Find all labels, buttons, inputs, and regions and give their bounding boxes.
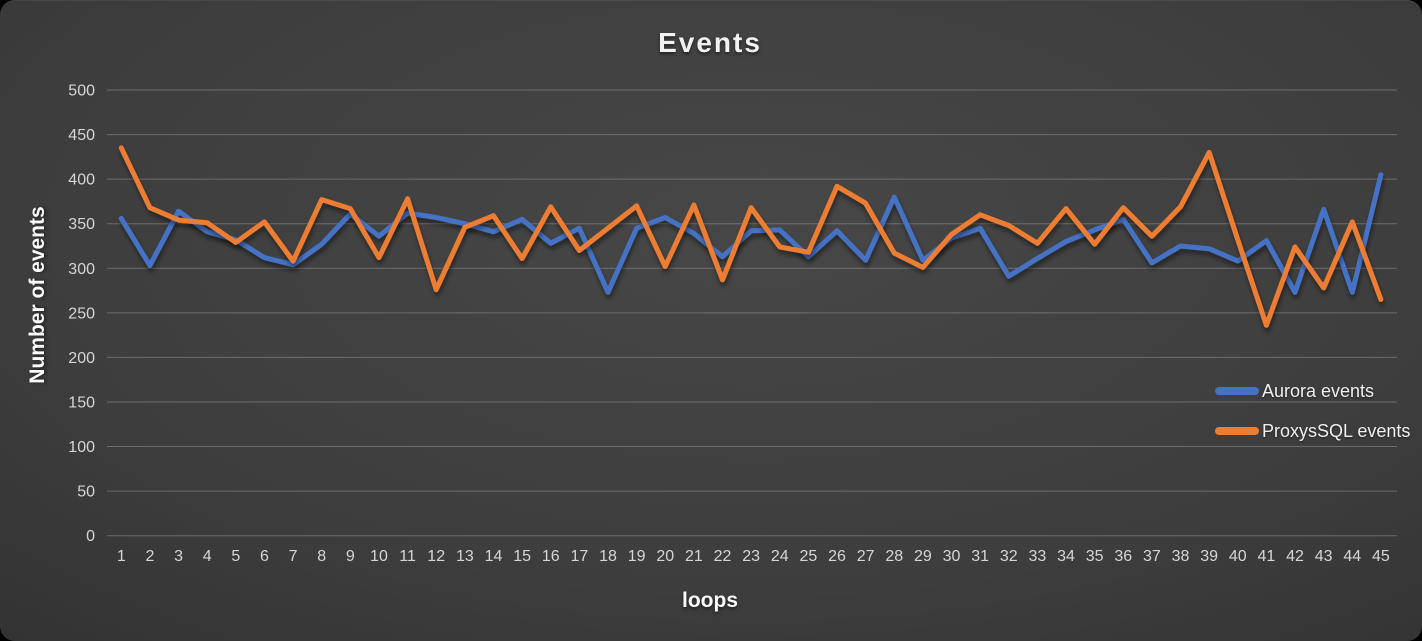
y-tick-label: 350 bbox=[68, 216, 95, 233]
y-tick-label: 300 bbox=[68, 261, 95, 278]
x-tick-label: 34 bbox=[1057, 548, 1075, 565]
x-tick-label: 21 bbox=[685, 548, 703, 565]
x-tick-label: 22 bbox=[714, 548, 732, 565]
legend-item-proxyssql-events: ProxysSQL events bbox=[1215, 420, 1410, 442]
x-tick-label: 12 bbox=[427, 548, 445, 565]
x-tick-label: 24 bbox=[771, 548, 789, 565]
legend-label: ProxysSQL events bbox=[1262, 420, 1411, 441]
x-tick-label: 8 bbox=[317, 548, 326, 565]
x-tick-label: 9 bbox=[346, 548, 355, 565]
x-tick-label: 18 bbox=[599, 548, 617, 565]
chart-title: Events bbox=[658, 27, 762, 58]
x-tick-label: 19 bbox=[628, 548, 646, 565]
y-tick-label: 100 bbox=[68, 439, 95, 456]
x-tick-label: 45 bbox=[1372, 548, 1390, 565]
legend-swatch-aurora-events bbox=[1215, 387, 1259, 395]
x-tick-label: 13 bbox=[456, 548, 474, 565]
x-tick-label: 40 bbox=[1229, 548, 1247, 565]
x-tick-label: 30 bbox=[943, 548, 961, 565]
x-tick-label: 33 bbox=[1028, 548, 1046, 565]
y-tick-label: 450 bbox=[68, 127, 95, 144]
x-tick-label: 25 bbox=[799, 548, 817, 565]
x-tick-label: 28 bbox=[885, 548, 903, 565]
x-tick-label: 3 bbox=[174, 548, 183, 565]
x-tick-label: 4 bbox=[203, 548, 212, 565]
x-tick-label: 20 bbox=[656, 548, 674, 565]
legend-swatch-proxyssql-events bbox=[1215, 427, 1259, 435]
legend-label: Aurora events bbox=[1262, 380, 1375, 401]
x-tick-label: 36 bbox=[1114, 548, 1132, 565]
x-tick-label: 29 bbox=[914, 548, 932, 565]
x-tick-label: 17 bbox=[570, 548, 588, 565]
x-tick-label: 38 bbox=[1172, 548, 1190, 565]
x-tick-label: 26 bbox=[828, 548, 846, 565]
y-tick-label: 400 bbox=[68, 172, 95, 189]
x-tick-label: 6 bbox=[260, 548, 269, 565]
series-line-proxyssql-events bbox=[118, 145, 1384, 328]
x-tick-label: 43 bbox=[1315, 548, 1333, 565]
x-tick-label: 2 bbox=[145, 548, 154, 565]
x-tick-label: 32 bbox=[1000, 548, 1018, 565]
x-tick-label: 35 bbox=[1086, 548, 1104, 565]
x-tick-label: 7 bbox=[289, 548, 298, 565]
y-tick-label: 50 bbox=[77, 484, 95, 501]
x-tick-label: 44 bbox=[1343, 548, 1361, 565]
y-tick-label: 150 bbox=[68, 394, 95, 411]
y-tick-label: 0 bbox=[86, 528, 95, 545]
x-tick-label: 27 bbox=[857, 548, 875, 565]
x-tick-label: 31 bbox=[971, 548, 989, 565]
x-tick-label: 5 bbox=[231, 548, 240, 565]
y-tick-label: 200 bbox=[68, 350, 95, 367]
y-tick-label: 500 bbox=[68, 83, 95, 100]
x-axis-title: loops bbox=[682, 589, 738, 612]
series-line-aurora-events bbox=[118, 172, 1384, 295]
x-tick-label: 42 bbox=[1286, 548, 1304, 565]
x-tick-label: 14 bbox=[485, 548, 503, 565]
legend-item-aurora-events: Aurora events bbox=[1215, 380, 1374, 402]
x-tick-label: 11 bbox=[399, 548, 416, 565]
x-tick-label: 15 bbox=[513, 548, 531, 565]
x-tick-label: 1 bbox=[117, 548, 126, 565]
x-tick-label: 39 bbox=[1200, 548, 1218, 565]
y-axis-title: Number of events bbox=[26, 206, 49, 384]
x-tick-label: 10 bbox=[370, 548, 388, 565]
x-tick-label: 37 bbox=[1143, 548, 1161, 565]
x-tick-label: 16 bbox=[542, 548, 560, 565]
x-tick-label: 41 bbox=[1258, 548, 1276, 565]
y-tick-label: 250 bbox=[68, 305, 95, 322]
x-tick-label: 23 bbox=[742, 548, 760, 565]
